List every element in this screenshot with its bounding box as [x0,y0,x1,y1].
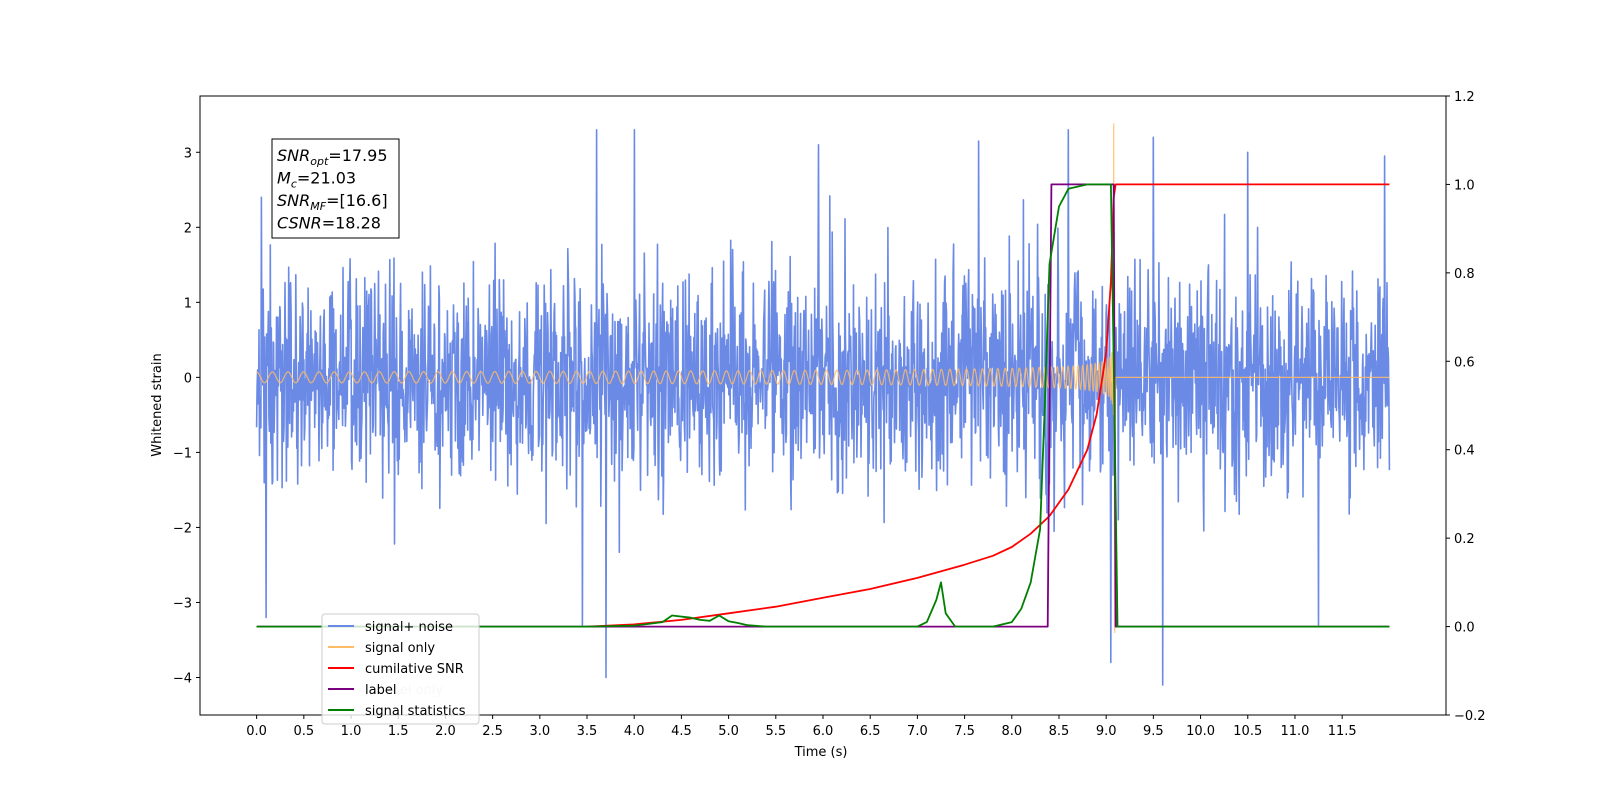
series-line-2 [586,183,1390,628]
x-tick-label: 0.0 [246,724,267,739]
x-tick-label: 1.0 [341,724,362,739]
annotation-line: CSNR=18.28 [277,214,381,233]
y2-tick-label: 0.4 [1454,444,1475,459]
legend-frame [321,613,480,725]
y2-tick-label: 1.2 [1454,90,1475,105]
y2-tick-label: 0.8 [1454,267,1475,282]
y-tick-label: 0 [184,371,192,386]
series-line-1 [256,123,1390,634]
y2-tick-label: −0.2 [1454,709,1486,724]
legend-label: signal statistics [365,704,466,719]
legend-label: signal+ noise [365,620,453,635]
y-tick-label: −3 [173,596,192,611]
x-tick-label: 5.5 [765,724,786,739]
legend: signal+ noise signal only cumilative SNR la… [321,613,480,725]
legend-label: signal only [365,641,435,656]
series-line-0 [255,129,1391,686]
y2-axis: −0.2 0.0 0.2 0.4 0.6 0.8 1.0 1.2 [1446,90,1486,724]
x-tick-label: 7.0 [907,724,928,739]
x-tick-label: 6.0 [813,724,834,739]
annotation-line: Mc=21.03 [277,169,356,191]
x-tick-label: 10.5 [1233,724,1262,739]
legend-label: cumilative SNR [365,662,464,677]
y-tick-label: −2 [173,521,192,536]
x-tick-label: 9.5 [1143,724,1164,739]
x-tick-label: 2.5 [482,724,503,739]
y2-tick-label: 0.0 [1454,621,1475,636]
x-tick-label: 0.5 [293,724,314,739]
x-axis: 0.0 0.5 1.0 1.5 2.0 2.5 3.0 3.5 4.0 4.5 5.0 5.5 6.0 6… [246,715,1357,739]
x-tick-label: 11.0 [1280,724,1309,739]
x-tick-label: 2.0 [435,724,456,739]
x-tick-label: 11.5 [1328,724,1357,739]
annotation-line: SNRopt=17.95 [277,146,388,168]
y-tick-label: 3 [184,146,192,161]
y2-tick-label: 0.2 [1454,532,1475,547]
x-axis-label: Time (s) [794,745,848,760]
x-tick-label: 1.5 [388,724,409,739]
y-axis: −4 −3 −2 −1 0 1 2 3 [173,146,200,686]
legend-label: label [365,683,396,698]
annotation-frame [271,138,400,239]
stats-annotation-box: SNRopt=17.95Mc=21.03SNRMF=[16.6]CSNR=18.… [271,138,400,239]
x-tick-label: 10.0 [1186,724,1215,739]
y-tick-label: 2 [184,221,192,236]
y-tick-label: −1 [173,446,192,461]
y2-tick-label: 1.0 [1454,178,1475,193]
y2-tick-label: 0.6 [1454,355,1475,370]
y-axis-label: Whitened strain [150,353,165,456]
x-tick-label: 4.0 [624,724,645,739]
x-tick-label: 6.5 [860,724,881,739]
x-tick-label: 3.0 [529,724,550,739]
y-tick-label: 1 [184,296,192,311]
x-tick-label: 4.5 [671,724,692,739]
y-tick-label: −4 [173,671,192,686]
series-layer [255,123,1391,686]
x-tick-label: 8.5 [1049,724,1070,739]
series-line-4 [256,183,1390,628]
annotation-line: SNRMF=[16.6] [277,191,388,213]
x-tick-label: 5.0 [718,724,739,739]
x-tick-label: 9.0 [1096,724,1117,739]
x-tick-label: 8.0 [1001,724,1022,739]
x-tick-label: 7.5 [954,724,975,739]
x-tick-label: 3.5 [577,724,598,739]
